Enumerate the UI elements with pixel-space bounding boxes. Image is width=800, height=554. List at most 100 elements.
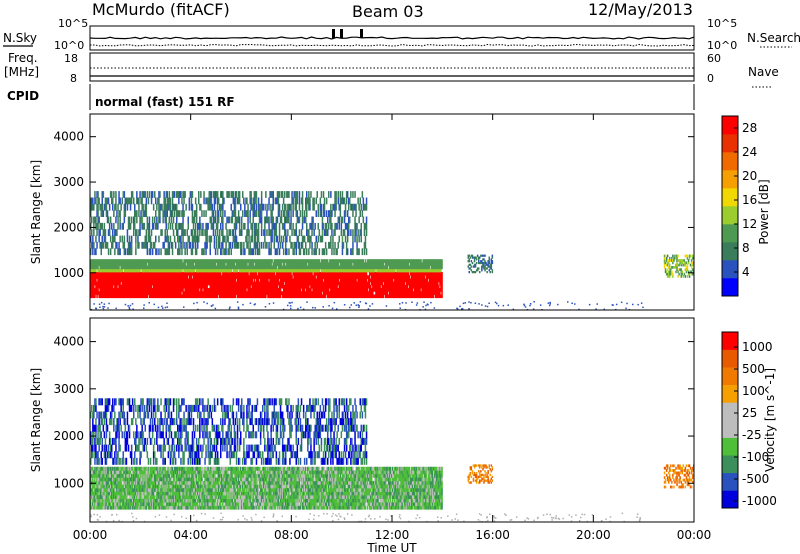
echo-cell [301, 216, 304, 224]
echo-cell [213, 203, 216, 211]
echo-cell [277, 265, 280, 270]
echo-cell [130, 278, 133, 283]
echo-cell [297, 235, 300, 243]
echo-cell [182, 265, 184, 270]
echo-cell [269, 288, 271, 292]
noise-ytick-top-left: 10^5 [58, 17, 88, 30]
echo-cell [108, 229, 111, 236]
echo-cell [112, 197, 114, 205]
echo-cell [164, 268, 166, 273]
nave-label: Nave [748, 65, 779, 79]
echo-cell [354, 281, 356, 286]
echo-cell [91, 294, 93, 299]
echo-cell [275, 248, 278, 256]
echo-cell [101, 284, 103, 289]
echo-cell [289, 203, 291, 211]
echo-cell [417, 288, 419, 292]
echo-cell [223, 284, 225, 289]
echo-cell [396, 259, 398, 263]
echo-cell [192, 281, 195, 286]
echo-cell [273, 262, 275, 266]
echo-cell [131, 268, 134, 273]
echo-cell [317, 210, 319, 217]
echo-cell [143, 222, 145, 230]
echo-cell [241, 291, 243, 295]
echo-cell [129, 259, 132, 263]
echo-cell [141, 241, 143, 249]
echo-cell [298, 272, 301, 276]
echo-cell [158, 262, 160, 266]
echo-cell [290, 294, 292, 299]
echo-cell [249, 191, 251, 198]
echo-cell [129, 291, 132, 295]
echo-cell [345, 278, 348, 283]
echo-cell [230, 294, 232, 299]
echo-cell [177, 272, 179, 276]
echo-cell [92, 248, 94, 256]
echo-cell [418, 291, 420, 295]
echo-cell [332, 272, 334, 276]
echo-cell [438, 288, 440, 292]
echo-cell [238, 281, 241, 286]
echo-cell [195, 262, 198, 266]
echo-cell [136, 259, 138, 263]
echo-cell [300, 197, 303, 205]
echo-cell [197, 272, 199, 276]
echo-cell [94, 278, 96, 283]
echo-cell [234, 268, 237, 273]
echo-cell [95, 265, 97, 270]
echo-cell [250, 248, 252, 256]
echo-cell [418, 272, 420, 276]
echo-cell [377, 268, 379, 273]
echo-cell [123, 278, 126, 283]
echo-cell [165, 248, 167, 256]
echo-cell [389, 259, 392, 263]
echo-cell [172, 288, 175, 292]
echo-cell [92, 272, 94, 276]
echo-cell [365, 288, 368, 292]
echo-cell [184, 265, 186, 270]
echo-cell [155, 197, 157, 205]
echo-cell [394, 291, 396, 295]
echo-cell [119, 272, 121, 276]
echo-cell [305, 241, 307, 249]
echo-cell [407, 278, 410, 283]
echo-cell [180, 294, 182, 299]
echo-cell [403, 281, 405, 286]
echo-cell [155, 268, 157, 273]
echo-cell [274, 294, 277, 299]
echo-cell [191, 268, 194, 273]
echo-cell [268, 197, 270, 205]
echo-cell [408, 291, 411, 295]
echo-cell [194, 262, 197, 266]
echo-cell [113, 265, 115, 270]
echo-cell [104, 197, 107, 205]
echo-cell [378, 272, 380, 276]
echo-cell [327, 272, 329, 276]
echo-cell [231, 210, 234, 217]
echo-cell [188, 197, 191, 205]
echo-cell [101, 210, 103, 217]
echo-cell [299, 262, 302, 266]
echo-cell [364, 272, 367, 276]
echo-cell [287, 278, 289, 283]
echo-cell [128, 268, 131, 273]
echo-cell [367, 259, 370, 263]
echo-cell [294, 191, 296, 198]
echo-cell [102, 275, 105, 279]
echo-cell [313, 203, 315, 211]
echo-cell [255, 272, 258, 276]
echo-cell [375, 278, 377, 283]
echo-cell [302, 275, 305, 279]
echo-cell [118, 272, 120, 276]
echo-cell [426, 262, 429, 266]
echo-cell [144, 281, 146, 286]
echo-cell [164, 281, 166, 286]
echo-cell [308, 284, 310, 289]
echo-cell [144, 203, 146, 211]
echo-cell [249, 275, 251, 279]
echo-cell [424, 281, 426, 286]
echo-cell [404, 262, 407, 266]
echo-cell [208, 294, 210, 299]
echo-cell [405, 259, 408, 263]
